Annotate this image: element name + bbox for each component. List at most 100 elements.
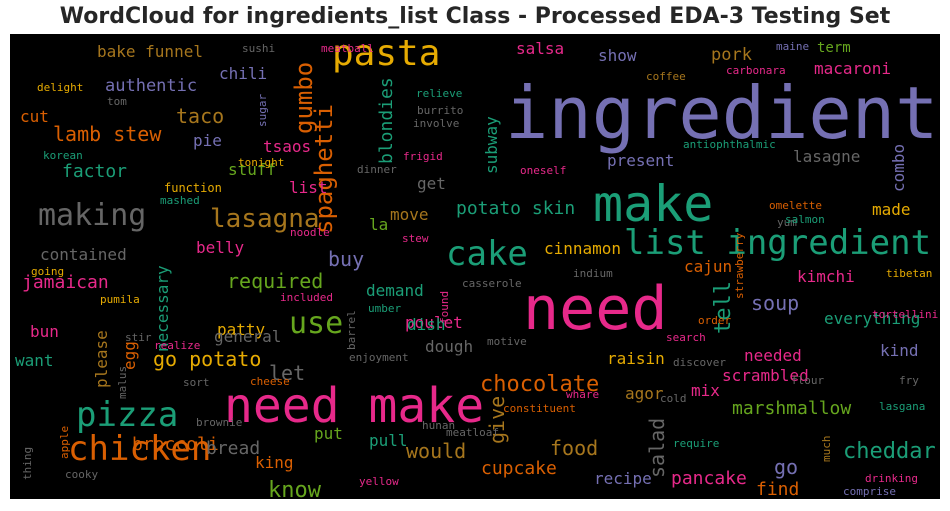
word-included: included bbox=[280, 291, 333, 304]
word-food: food bbox=[550, 436, 598, 460]
word-everything: everything bbox=[824, 309, 920, 328]
word-search: search bbox=[666, 331, 706, 344]
word-thing: thing bbox=[21, 447, 34, 480]
word-needed: needed bbox=[744, 346, 802, 365]
word-require: require bbox=[673, 437, 719, 450]
word-kind: kind bbox=[880, 341, 919, 360]
word-going: going bbox=[31, 265, 64, 278]
word-contained: contained bbox=[40, 245, 127, 264]
word-comprise: comprise bbox=[843, 485, 896, 498]
word-recipe: recipe bbox=[594, 469, 652, 488]
word-pumila: pumila bbox=[100, 293, 140, 306]
word-stuff: stuff bbox=[228, 160, 276, 179]
word-strawberry: strawberry bbox=[733, 232, 746, 299]
word-la: la bbox=[369, 215, 388, 234]
word-need: need bbox=[523, 274, 668, 344]
wordcloud-svg: ingredient need make make need list ingredie… bbox=[10, 34, 940, 499]
word-move: move bbox=[390, 205, 429, 224]
word-casserole: casserole bbox=[462, 277, 522, 290]
word-korean: korean bbox=[43, 149, 83, 162]
word-authentic: authentic bbox=[105, 76, 197, 96]
word-apple: apple bbox=[58, 426, 71, 459]
word-pork: pork bbox=[711, 45, 752, 65]
word-chicken: chicken bbox=[68, 429, 211, 469]
word-lasagne: lasagne bbox=[793, 147, 860, 166]
word-dough: dough bbox=[425, 337, 473, 356]
word-go-potato: go potato bbox=[153, 347, 261, 371]
word-need-make: need make bbox=[224, 378, 484, 434]
word-omelette: omelette bbox=[769, 199, 822, 212]
word-term: term bbox=[817, 40, 851, 56]
word-barrel: barrel bbox=[345, 310, 358, 350]
word-pancake: pancake bbox=[671, 468, 747, 489]
word-present: present bbox=[607, 151, 674, 170]
word-cheese: cheese bbox=[250, 375, 290, 388]
word-factor: factor bbox=[62, 161, 127, 182]
word-put: put bbox=[314, 424, 343, 443]
word-agor: agor bbox=[625, 384, 664, 403]
word-tsaos: tsaos bbox=[263, 137, 311, 156]
word-maine: maine bbox=[776, 40, 809, 53]
word-discover: discover bbox=[673, 356, 726, 369]
word-kimchi: kimchi bbox=[797, 267, 855, 286]
word-whare: whare bbox=[566, 388, 599, 401]
word-cupcake: cupcake bbox=[481, 458, 557, 479]
word-sugar: sugar bbox=[256, 94, 269, 127]
word-mix: mix bbox=[691, 381, 720, 400]
word-cut: cut bbox=[20, 107, 49, 126]
word-make: make bbox=[593, 175, 713, 233]
word-pie: pie bbox=[193, 131, 222, 150]
word-belly: belly bbox=[196, 238, 245, 257]
word-chili: chili bbox=[219, 64, 267, 83]
word-carbonara: carbonara bbox=[726, 64, 786, 77]
word-demand: demand bbox=[366, 281, 424, 300]
word-lasgana: lasgana bbox=[879, 400, 925, 413]
word-meatball: meatball bbox=[321, 42, 374, 55]
word-please: please bbox=[92, 330, 111, 388]
word-blondies: blondies bbox=[376, 77, 397, 164]
word-get: get bbox=[417, 174, 446, 193]
word-noodle: noodle bbox=[290, 226, 330, 239]
word-general: general bbox=[214, 327, 281, 346]
word-necessary: necessary bbox=[153, 265, 172, 352]
word-spaghetti: spaghetti bbox=[310, 104, 338, 234]
word-found: found bbox=[438, 291, 451, 324]
word-lasagna: lasagna bbox=[210, 204, 320, 234]
word-stew: stew bbox=[402, 232, 429, 245]
word-lamb-stew: lamb stew bbox=[53, 122, 162, 146]
word-cheddar: cheddar bbox=[843, 439, 936, 464]
word-let: let bbox=[269, 361, 305, 385]
word-cooky: cooky bbox=[65, 468, 98, 481]
word-go: go bbox=[774, 455, 798, 479]
word-cajun: cajun bbox=[684, 257, 732, 276]
word-tibetan: tibetan bbox=[886, 267, 932, 280]
word-constituent: constituent bbox=[503, 402, 576, 415]
word-would: would bbox=[406, 439, 466, 463]
word-tonight: tonight bbox=[238, 156, 284, 169]
word-dish: dish bbox=[407, 315, 446, 334]
word-hunan: hunan bbox=[422, 419, 455, 432]
word-marshmallow: marshmallow bbox=[732, 398, 851, 419]
word-give: give bbox=[485, 396, 509, 444]
word-made: made bbox=[872, 200, 911, 219]
word-bake-funnel: bake funnel bbox=[97, 42, 203, 61]
word-relieve: relieve bbox=[416, 87, 462, 100]
word-function: function bbox=[164, 181, 222, 195]
word-antiophthalmic: antiophthalmic bbox=[683, 138, 776, 151]
word-chocolate: chocolate bbox=[480, 372, 599, 397]
word-burrito: burrito bbox=[417, 104, 463, 117]
word-required: required bbox=[227, 269, 323, 293]
word-fry: fry bbox=[899, 374, 919, 387]
word-pasta: pasta bbox=[332, 34, 440, 74]
word-use: use bbox=[289, 306, 343, 341]
word-combo: combo bbox=[889, 144, 908, 192]
word-want: want bbox=[15, 351, 54, 370]
word-buy: buy bbox=[328, 247, 364, 271]
word-order: order bbox=[698, 314, 731, 327]
word-subway: subway bbox=[482, 116, 501, 174]
word-show: show bbox=[598, 46, 637, 65]
word-involve: involve bbox=[413, 117, 459, 130]
word-list-ingredient: list ingredient bbox=[624, 223, 931, 263]
word-pizza: pizza bbox=[76, 395, 178, 435]
chart-title: WordCloud for ingredients_list Class - P… bbox=[59, 4, 891, 29]
